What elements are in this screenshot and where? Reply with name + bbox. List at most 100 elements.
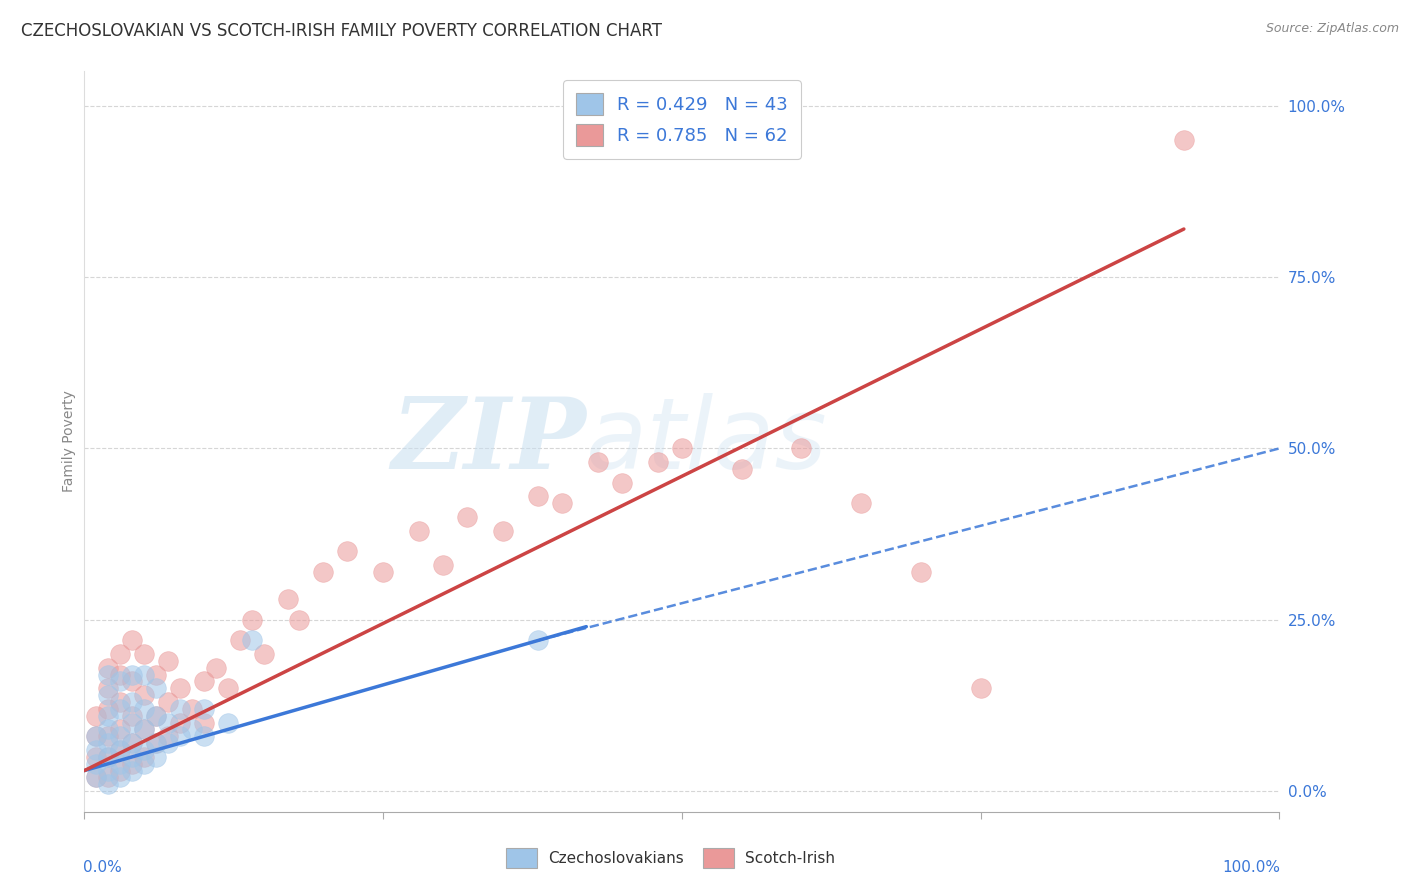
Point: [612, 475, 634, 490]
Bar: [506, 848, 537, 868]
Point: [157, 715, 180, 730]
Point: [97, 777, 120, 791]
Point: [97, 708, 120, 723]
Text: 0.0%: 0.0%: [83, 860, 122, 875]
Point: [110, 702, 132, 716]
Point: [86, 729, 108, 743]
Point: [527, 633, 550, 648]
Point: [97, 750, 120, 764]
Point: [181, 723, 204, 737]
Point: [790, 442, 813, 456]
Point: [86, 756, 108, 771]
Point: [169, 681, 191, 696]
Point: [121, 633, 143, 648]
Point: [97, 771, 120, 785]
Point: [217, 715, 239, 730]
Point: [110, 771, 132, 785]
Point: [121, 715, 143, 730]
Point: [97, 667, 120, 681]
Point: [240, 613, 263, 627]
Point: [132, 723, 156, 737]
Point: [910, 565, 932, 579]
Point: [110, 729, 132, 743]
Y-axis label: Family Poverty: Family Poverty: [62, 391, 76, 492]
Point: [492, 524, 515, 538]
Point: [86, 708, 108, 723]
Point: [110, 647, 132, 661]
Point: [456, 510, 478, 524]
Point: [408, 524, 430, 538]
Text: CZECHOSLOVAKIAN VS SCOTCH-IRISH FAMILY POVERTY CORRELATION CHART: CZECHOSLOVAKIAN VS SCOTCH-IRISH FAMILY P…: [21, 22, 662, 40]
Text: Scotch-Irish: Scotch-Irish: [745, 851, 835, 865]
Point: [193, 729, 215, 743]
Point: [132, 750, 156, 764]
Point: [181, 702, 204, 716]
Point: [432, 558, 454, 572]
Point: [145, 681, 167, 696]
Point: [132, 723, 156, 737]
Bar: [703, 848, 734, 868]
Point: [121, 695, 143, 709]
Point: [132, 743, 156, 757]
Text: 100.0%: 100.0%: [1223, 860, 1281, 875]
Point: [145, 708, 167, 723]
Point: [970, 681, 993, 696]
Point: [121, 674, 143, 689]
Text: Source: ZipAtlas.com: Source: ZipAtlas.com: [1265, 22, 1399, 36]
Point: [97, 729, 120, 743]
Point: [132, 667, 156, 681]
Point: [121, 764, 143, 778]
Point: [145, 736, 167, 750]
Point: [145, 750, 167, 764]
Point: [731, 462, 754, 476]
Point: [121, 736, 143, 750]
Point: [312, 565, 335, 579]
Point: [229, 633, 252, 648]
Point: [205, 661, 228, 675]
Point: [217, 681, 239, 696]
Point: [86, 771, 108, 785]
Point: [527, 489, 550, 503]
Point: [288, 613, 311, 627]
Point: [193, 674, 215, 689]
Point: [97, 750, 120, 764]
Point: [193, 702, 215, 716]
Point: [253, 647, 276, 661]
Point: [97, 702, 120, 716]
Point: [132, 702, 156, 716]
Point: [86, 750, 108, 764]
Point: [97, 723, 120, 737]
Point: [110, 667, 132, 681]
Text: Czechoslovakians: Czechoslovakians: [548, 851, 685, 865]
Point: [97, 688, 120, 702]
Point: [86, 729, 108, 743]
Point: [169, 729, 191, 743]
Point: [121, 736, 143, 750]
Point: [277, 592, 299, 607]
Point: [193, 715, 215, 730]
Point: [157, 736, 180, 750]
Point: [157, 729, 180, 743]
Point: [851, 496, 873, 510]
Point: [145, 736, 167, 750]
Point: [97, 736, 120, 750]
Text: ZIP: ZIP: [391, 393, 586, 490]
Point: [97, 661, 120, 675]
Point: [110, 764, 132, 778]
Point: [551, 496, 574, 510]
Point: [110, 743, 132, 757]
Point: [157, 695, 180, 709]
Point: [169, 702, 191, 716]
Point: [110, 743, 132, 757]
Point: [373, 565, 395, 579]
Point: [132, 756, 156, 771]
Point: [132, 688, 156, 702]
Point: [121, 750, 143, 764]
Point: [588, 455, 610, 469]
Point: [121, 708, 143, 723]
Point: [336, 544, 359, 558]
Point: [86, 743, 108, 757]
Point: [145, 708, 167, 723]
Point: [671, 442, 693, 456]
Point: [110, 674, 132, 689]
